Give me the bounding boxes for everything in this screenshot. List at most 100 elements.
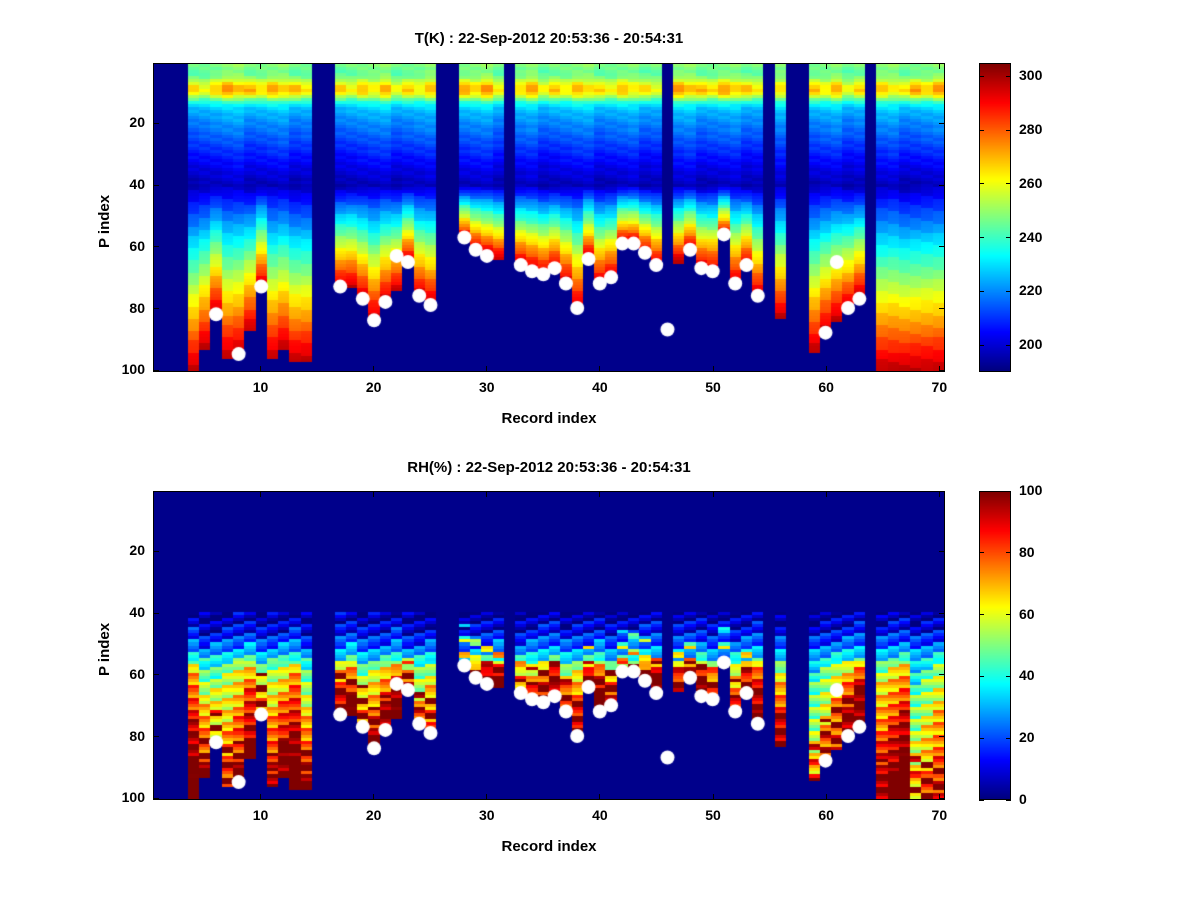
x-tick-mark <box>825 794 827 800</box>
y-tick-mark <box>939 612 945 614</box>
colorbar-temperature <box>979 63 1011 372</box>
x-tick-mark <box>712 794 714 800</box>
y-tick-mark <box>153 122 159 124</box>
x-tick-label: 30 <box>478 807 495 823</box>
x-tick-mark <box>712 491 714 497</box>
colorbar-humidity <box>979 491 1011 800</box>
y-tick-mark <box>939 369 945 371</box>
x-tick-mark <box>486 63 488 69</box>
y-tick-mark <box>939 184 945 186</box>
y-tick-mark <box>939 674 945 676</box>
y-tick-mark <box>939 308 945 310</box>
y-tick-label: 80 <box>129 727 145 744</box>
heatmap-axes-humidity <box>153 491 945 800</box>
colorbar-tick-mark <box>1006 490 1011 492</box>
y-tick-mark <box>153 736 159 738</box>
colorbar-tick-mark <box>1006 290 1011 292</box>
x-tick-mark <box>938 491 940 497</box>
y-tick-mark <box>939 736 945 738</box>
colorbar-tick-mark <box>979 614 984 616</box>
x-tick-mark <box>599 491 601 497</box>
heatmap-image-temperature <box>154 64 944 371</box>
x-tick-mark <box>259 794 261 800</box>
panel-title-temperature: T(K) : 22-Sep-2012 20:53:36 - 20:54:31 <box>414 30 684 47</box>
x-tick-mark <box>486 794 488 800</box>
x-tick-label: 20 <box>365 807 382 823</box>
y-tick-mark <box>153 612 159 614</box>
colorbar-tick-mark <box>1006 237 1011 239</box>
x-tick-label: 10 <box>252 807 269 823</box>
colorbar-tick-mark <box>979 490 984 492</box>
x-tick-label: 70 <box>931 379 948 395</box>
colorbar-tick-mark <box>1006 552 1011 554</box>
x-tick-mark <box>599 366 601 372</box>
colorbar-tick-mark <box>1006 183 1011 185</box>
colorbar-tick-label: 60 <box>1019 605 1035 622</box>
colorbar-tick-mark <box>979 737 984 739</box>
colorbar-tick-mark <box>979 237 984 239</box>
x-tick-mark <box>938 794 940 800</box>
x-tick-mark <box>486 366 488 372</box>
colorbar-tick-mark <box>979 799 984 801</box>
x-tick-mark <box>486 491 488 497</box>
y-tick-mark <box>153 550 159 552</box>
y-tick-label: 100 <box>121 789 145 806</box>
colorbar-gradient-humidity <box>980 492 1010 799</box>
x-tick-mark <box>373 491 375 497</box>
colorbar-tick-mark <box>979 552 984 554</box>
x-tick-label: 30 <box>478 379 495 395</box>
colorbar-tick-mark <box>979 675 984 677</box>
heatmap-image-humidity <box>154 492 944 799</box>
colorbar-tick-label: 200 <box>1019 336 1043 353</box>
x-tick-label: 20 <box>365 379 382 395</box>
colorbar-tick-label: 40 <box>1019 667 1035 684</box>
y-tick-label: 40 <box>129 176 145 193</box>
x-tick-mark <box>259 491 261 497</box>
y-tick-label: 80 <box>129 299 145 316</box>
y-tick-label: 100 <box>121 361 145 378</box>
colorbar-tick-mark <box>979 183 984 185</box>
y-tick-mark <box>939 797 945 799</box>
y-tick-mark <box>939 122 945 124</box>
x-tick-label: 40 <box>592 807 608 823</box>
x-tick-mark <box>712 63 714 69</box>
colorbar-tick-label: 100 <box>1019 482 1043 498</box>
x-tick-label: 10 <box>252 379 269 395</box>
x-tick-mark <box>938 366 940 372</box>
y-tick-label: 60 <box>129 665 145 682</box>
colorbar-tick-mark <box>979 129 984 131</box>
y-tick-mark <box>153 308 159 310</box>
heatmap-axes-temperature <box>153 63 945 372</box>
y-tick-label: 40 <box>129 604 145 621</box>
x-tick-label: 70 <box>931 807 948 823</box>
colorbar-tick-label: 20 <box>1019 729 1035 746</box>
x-tick-mark <box>938 63 940 69</box>
colorbar-tick-label: 0 <box>1019 791 1027 807</box>
x-tick-label: 60 <box>818 379 834 395</box>
x-tick-mark <box>599 63 601 69</box>
x-tick-mark <box>825 366 827 372</box>
y-tick-mark <box>153 246 159 248</box>
panel-title-humidity: RH(%) : 22-Sep-2012 20:53:36 - 20:54:31 <box>407 459 691 476</box>
colorbar-tick-label: 220 <box>1019 282 1043 299</box>
y-tick-mark <box>153 674 159 676</box>
colorbar-tick-label: 300 <box>1019 67 1043 84</box>
colorbar-tick-label: 280 <box>1019 121 1043 138</box>
colorbar-gradient-temperature <box>980 64 1010 371</box>
colorbar-tick-label: 80 <box>1019 543 1035 560</box>
colorbar-tick-mark <box>1006 614 1011 616</box>
colorbar-tick-mark <box>1006 799 1011 801</box>
y-tick-mark <box>939 550 945 552</box>
x-tick-mark <box>825 63 827 69</box>
colorbar-tick-mark <box>1006 344 1011 346</box>
x-tick-label: 40 <box>592 379 608 395</box>
colorbar-tick-mark <box>1006 737 1011 739</box>
x-tick-mark <box>373 63 375 69</box>
y-tick-label: 20 <box>129 114 145 131</box>
x-tick-label: 60 <box>818 807 834 823</box>
x-tick-mark <box>712 366 714 372</box>
x-tick-mark <box>373 366 375 372</box>
colorbar-tick-mark <box>979 290 984 292</box>
colorbar-tick-label: 260 <box>1019 174 1043 191</box>
